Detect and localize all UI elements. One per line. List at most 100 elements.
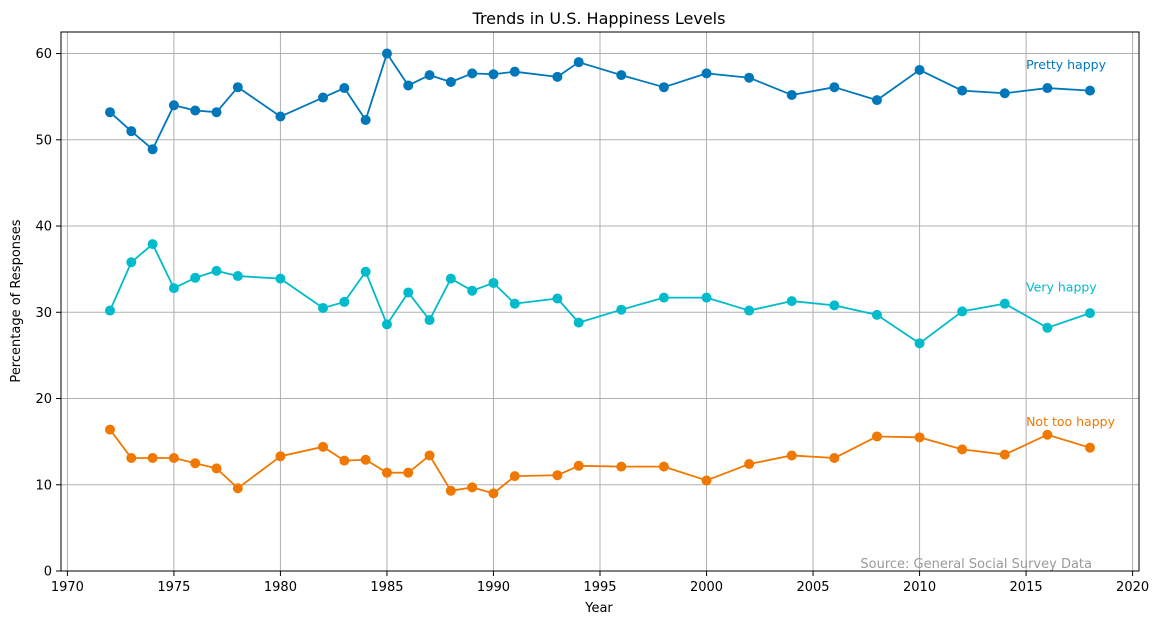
series-group bbox=[105, 48, 1095, 499]
data-point-very-happy bbox=[999, 298, 1010, 309]
data-point-not-too-happy bbox=[147, 453, 158, 464]
data-point-not-too-happy bbox=[1085, 442, 1095, 453]
series-label-pretty-happy: Pretty happy bbox=[1026, 57, 1106, 72]
data-point-very-happy bbox=[701, 292, 712, 303]
y-tick-label: 0 bbox=[44, 565, 52, 580]
data-point-very-happy bbox=[211, 265, 222, 276]
y-tick-label: 50 bbox=[35, 133, 52, 148]
data-point-very-happy bbox=[488, 277, 499, 288]
x-tick-label: 1995 bbox=[583, 580, 616, 595]
data-point-very-happy bbox=[168, 283, 179, 294]
data-point-very-happy bbox=[509, 298, 520, 309]
data-point-very-happy bbox=[445, 273, 456, 284]
data-point-pretty-happy bbox=[275, 111, 286, 122]
data-point-very-happy bbox=[1085, 308, 1095, 319]
data-point-pretty-happy bbox=[381, 48, 392, 59]
data-point-pretty-happy bbox=[658, 82, 669, 93]
data-point-very-happy bbox=[190, 272, 201, 283]
data-point-not-too-happy bbox=[211, 463, 222, 474]
data-point-pretty-happy bbox=[1042, 83, 1053, 94]
data-point-very-happy bbox=[467, 285, 478, 296]
x-tick-label: 2005 bbox=[796, 580, 829, 595]
chart-title: Trends in U.S. Happiness Levels bbox=[472, 9, 726, 28]
data-point-very-happy bbox=[552, 293, 563, 304]
data-point-pretty-happy bbox=[339, 83, 350, 94]
data-point-not-too-happy bbox=[318, 441, 329, 452]
x-axis: 1970 1975 1980 1985 1990 1995 2000 2005 2010 2015… bbox=[51, 571, 1149, 595]
data-point-not-too-happy bbox=[999, 449, 1010, 460]
data-point-not-too-happy bbox=[701, 475, 712, 486]
data-point-not-too-happy bbox=[424, 450, 435, 461]
series-label-very-happy: Very happy bbox=[1026, 280, 1097, 295]
series-labels: Pretty happy Very happy Not too happy bbox=[1026, 57, 1115, 429]
x-tick-label: 2000 bbox=[690, 580, 723, 595]
data-point-pretty-happy bbox=[786, 89, 797, 100]
data-point-not-too-happy bbox=[275, 451, 286, 462]
data-point-pretty-happy bbox=[190, 105, 201, 116]
data-point-very-happy bbox=[658, 292, 669, 303]
data-point-very-happy bbox=[1042, 322, 1053, 333]
data-point-very-happy bbox=[105, 305, 115, 316]
data-point-very-happy bbox=[786, 296, 797, 307]
data-point-pretty-happy bbox=[126, 126, 137, 137]
y-tick-label: 20 bbox=[35, 392, 52, 407]
data-point-not-too-happy bbox=[190, 458, 201, 469]
data-point-pretty-happy bbox=[467, 68, 478, 79]
data-point-very-happy bbox=[573, 317, 584, 328]
y-tick-label: 40 bbox=[35, 220, 52, 235]
data-point-not-too-happy bbox=[1042, 429, 1053, 440]
data-point-not-too-happy bbox=[914, 432, 925, 443]
data-point-not-too-happy bbox=[658, 461, 669, 472]
data-point-very-happy bbox=[318, 302, 329, 313]
data-point-pretty-happy bbox=[1085, 85, 1095, 96]
data-point-pretty-happy bbox=[488, 69, 499, 80]
data-point-pretty-happy bbox=[232, 82, 243, 93]
x-tick-label: 2015 bbox=[1010, 580, 1043, 595]
data-point-pretty-happy bbox=[999, 88, 1010, 99]
x-tick-label: 1990 bbox=[477, 580, 510, 595]
data-point-pretty-happy bbox=[168, 100, 179, 111]
series-line-pretty-happy bbox=[109, 52, 1091, 151]
data-point-not-too-happy bbox=[403, 467, 414, 478]
data-point-not-too-happy bbox=[126, 453, 137, 464]
series-label-not-too-happy: Not too happy bbox=[1026, 414, 1115, 429]
data-point-not-too-happy bbox=[339, 455, 350, 466]
data-point-pretty-happy bbox=[318, 92, 329, 103]
y-tick-label: 60 bbox=[35, 47, 52, 62]
data-point-very-happy bbox=[275, 273, 286, 284]
y-tick-label: 30 bbox=[35, 306, 52, 321]
x-tick-label: 1980 bbox=[264, 580, 297, 595]
data-point-pretty-happy bbox=[829, 82, 840, 93]
data-point-pretty-happy bbox=[105, 107, 115, 118]
data-point-pretty-happy bbox=[744, 72, 755, 83]
data-point-not-too-happy bbox=[552, 470, 563, 481]
data-point-not-too-happy bbox=[381, 467, 392, 478]
x-axis-label: Year bbox=[584, 601, 613, 616]
data-point-very-happy bbox=[339, 296, 350, 307]
x-tick-label: 1975 bbox=[157, 580, 190, 595]
y-axis-label: Percentage of Responses bbox=[9, 219, 24, 382]
data-point-not-too-happy bbox=[360, 454, 371, 465]
x-tick-label: 1970 bbox=[51, 580, 84, 595]
data-point-very-happy bbox=[424, 315, 435, 326]
data-point-very-happy bbox=[147, 239, 158, 250]
data-point-very-happy bbox=[381, 319, 392, 330]
data-point-very-happy bbox=[744, 305, 755, 316]
data-point-very-happy bbox=[871, 309, 882, 320]
data-point-not-too-happy bbox=[467, 482, 478, 493]
data-point-very-happy bbox=[914, 338, 925, 349]
data-point-not-too-happy bbox=[829, 453, 840, 464]
data-point-very-happy bbox=[957, 306, 968, 317]
y-axis: 0 10 20 30 40 50 60 bbox=[35, 47, 61, 580]
data-point-not-too-happy bbox=[509, 471, 520, 482]
data-point-pretty-happy bbox=[957, 85, 968, 96]
data-point-not-too-happy bbox=[445, 485, 456, 496]
data-point-pretty-happy bbox=[360, 114, 371, 125]
data-point-pretty-happy bbox=[573, 57, 584, 68]
data-point-very-happy bbox=[829, 300, 840, 311]
data-point-not-too-happy bbox=[105, 424, 115, 435]
data-point-pretty-happy bbox=[445, 77, 456, 88]
data-point-pretty-happy bbox=[424, 70, 435, 81]
grid-lines bbox=[61, 32, 1139, 572]
